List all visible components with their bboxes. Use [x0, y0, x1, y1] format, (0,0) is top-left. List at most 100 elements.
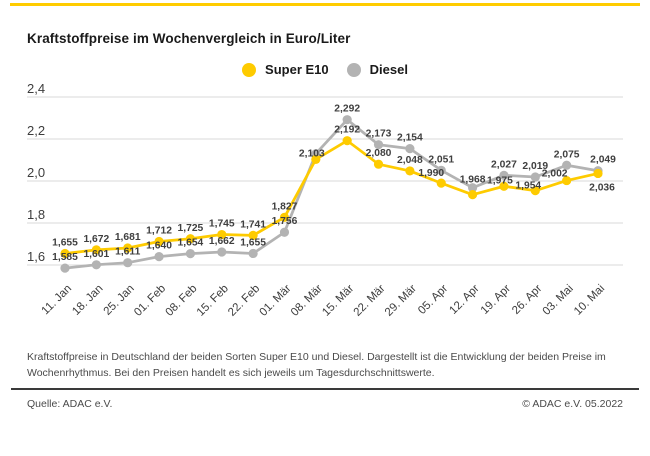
- data-label-super_e10: 1,655: [52, 237, 78, 248]
- x-axis-tick-label: 10. Mai: [572, 283, 607, 318]
- x-axis-tick-label: 15. Mär: [320, 283, 356, 319]
- data-point-super_e10: [217, 229, 227, 240]
- x-axis-tick-label: 01. Feb: [132, 283, 168, 319]
- data-label-diesel: 1,654: [178, 238, 204, 249]
- y-axis-tick-label: 2,0: [27, 165, 45, 180]
- page-title: Kraftstoffpreise im Wochenvergleich in E…: [27, 31, 351, 46]
- data-label-diesel: 1,968: [460, 175, 486, 186]
- data-label-diesel: 2,075: [554, 149, 580, 160]
- data-label-super_e10: 2,192: [334, 125, 360, 136]
- x-axis-tick-label: 08. Feb: [163, 283, 199, 319]
- data-label-super_e10: 1,745: [209, 219, 235, 230]
- data-label-super_e10: 1,827: [272, 201, 298, 212]
- data-point-super_e10: [467, 190, 478, 200]
- x-axis-tick-label: 12. Apr: [447, 283, 481, 317]
- data-point-diesel: [185, 249, 196, 259]
- data-label-diesel: 1,756: [272, 216, 298, 227]
- data-point-super_e10: [405, 166, 415, 176]
- data-point-diesel: [123, 258, 133, 268]
- x-axis-tick-label: 05. Apr: [416, 283, 450, 317]
- data-point-super_e10: [436, 178, 446, 188]
- data-label-super_e10: 1,990: [418, 168, 444, 179]
- data-label-super_e10: 2,080: [366, 148, 392, 159]
- data-label-super_e10: 2,036: [589, 182, 615, 193]
- x-axis-tick-label: 03. Mai: [541, 283, 576, 318]
- data-point-diesel: [342, 115, 352, 125]
- legend-label-diesel: Diesel: [369, 62, 408, 77]
- data-label-diesel: 1,585: [52, 252, 78, 263]
- chart-legend: Super E10 Diesel: [0, 62, 650, 77]
- copyright-notice: © ADAC e.V. 05.2022: [522, 398, 623, 410]
- data-point-diesel: [217, 247, 227, 257]
- x-axis-tick-label: 26. Apr: [510, 283, 544, 317]
- data-point-super_e10: [562, 175, 572, 186]
- source-row: Quelle: ADAC e.V. © ADAC e.V. 05.2022: [27, 398, 623, 410]
- legend-item-super-e10: Super E10: [242, 62, 329, 77]
- data-label-super_e10: 1,681: [115, 232, 141, 243]
- data-point-diesel: [91, 260, 101, 270]
- data-label-diesel: 1,655: [240, 237, 266, 248]
- footer-divider: [11, 388, 639, 390]
- data-point-diesel: [405, 144, 415, 154]
- diesel-dot-icon: [346, 62, 361, 77]
- data-point-super_e10: [279, 212, 290, 222]
- data-point-super_e10: [91, 245, 101, 255]
- data-label-diesel: 2,049: [590, 155, 616, 166]
- data-label-super_e10: 1,975: [487, 175, 513, 186]
- data-point-diesel: [499, 170, 509, 180]
- data-label-diesel: 2,019: [522, 161, 548, 172]
- x-axis-tick-label: 25. Jan: [102, 283, 137, 318]
- data-label-super_e10: 1,672: [83, 234, 109, 245]
- data-label-super_e10: 2,048: [397, 155, 423, 166]
- data-point-super_e10: [154, 236, 164, 247]
- data-point-super_e10: [593, 168, 603, 179]
- legend-item-diesel: Diesel: [346, 62, 408, 77]
- data-point-diesel: [154, 252, 164, 262]
- data-point-super_e10: [248, 230, 258, 240]
- chart-description: Kraftstoffpreise in Deutschland der beid…: [27, 351, 606, 379]
- data-label-diesel: 2,051: [428, 154, 454, 165]
- data-point-diesel: [562, 160, 572, 170]
- data-point-diesel: [60, 263, 70, 273]
- data-label-diesel: 2,292: [334, 104, 360, 115]
- source-credit: Quelle: ADAC e.V.: [27, 398, 113, 410]
- data-point-diesel: [248, 248, 258, 259]
- data-point-diesel: [373, 140, 384, 150]
- data-point-diesel: [530, 172, 540, 182]
- data-label-diesel: 2,154: [397, 133, 423, 144]
- data-label-diesel: 1,662: [209, 236, 235, 247]
- x-axis-tick-label: 11. Jan: [40, 283, 75, 318]
- data-point-super_e10: [499, 181, 509, 191]
- data-point-super_e10: [123, 243, 133, 253]
- data-point-super_e10: [185, 234, 196, 244]
- data-point-super_e10: [311, 154, 321, 164]
- data-label-super_e10: 2,002: [542, 169, 568, 180]
- legend-label-super-e10: Super E10: [265, 62, 329, 77]
- data-point-super_e10: [342, 136, 352, 146]
- x-axis-tick-label: 15. Feb: [195, 283, 231, 319]
- x-axis-tick-label: 22. Feb: [226, 283, 262, 319]
- data-label-diesel: 1,640: [146, 241, 172, 252]
- x-axis-tick-label: 08. Mär: [289, 283, 325, 319]
- data-label-diesel: 2,173: [366, 129, 392, 140]
- data-label-diesel: 1,611: [115, 247, 140, 258]
- x-axis-tick-label: 01. Mär: [258, 283, 294, 319]
- brand-top-rule: [10, 3, 640, 6]
- data-point-diesel: [279, 227, 290, 237]
- y-axis-tick-label: 1,6: [27, 249, 45, 264]
- data-label-super_e10: 1,954: [515, 181, 541, 192]
- data-label-diesel: 1,601: [83, 249, 109, 260]
- x-axis-tick-label: 22. Mär: [352, 283, 388, 319]
- series-line-super_e10: [64, 139, 599, 255]
- data-point-super_e10: [60, 248, 70, 259]
- series-line-diesel: [64, 118, 599, 270]
- data-point-super_e10: [373, 159, 384, 169]
- x-axis-tick-label: 18. Jan: [70, 283, 105, 318]
- x-axis-tick-label: 19. Apr: [479, 283, 513, 317]
- data-label-super_e10: 2,103: [299, 148, 325, 159]
- y-axis-tick-label: 1,8: [27, 207, 45, 222]
- super-e10-dot-icon: [242, 62, 257, 77]
- data-label-super_e10: 1,741: [240, 219, 266, 230]
